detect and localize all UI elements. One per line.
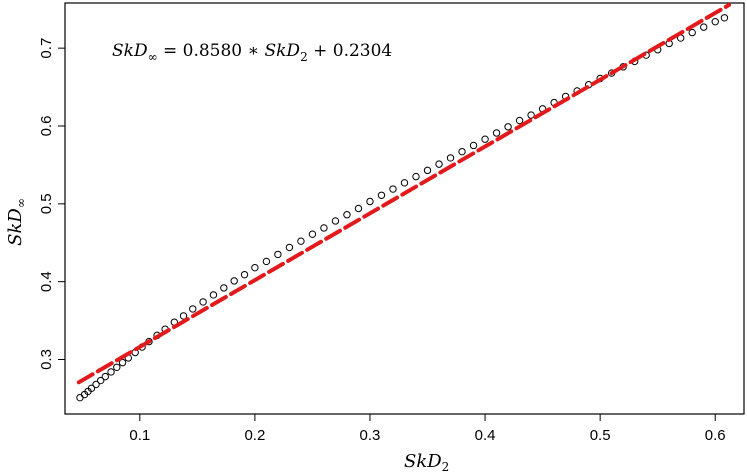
x-tick-label: 0.2 [244, 427, 265, 444]
x-tick-label: 0.6 [705, 427, 726, 444]
scatter-point [118, 358, 127, 367]
scatter-point [492, 129, 501, 137]
y-tick-label: 0.7 [38, 38, 55, 59]
scatter-point [527, 111, 535, 119]
x-tick-label: 0.4 [475, 427, 496, 444]
y-axis-title-sub: ∞ [14, 198, 28, 208]
scatter-point [251, 263, 259, 272]
scatter-point [87, 384, 96, 393]
annotation-eq: = 0.8580 ∗ [158, 41, 265, 61]
scatter-point [366, 197, 374, 206]
scatter-point [469, 141, 478, 150]
scatter-point [688, 28, 696, 37]
scatter-point [515, 116, 524, 125]
plot-frame [64, 2, 745, 415]
scatter-point [107, 368, 115, 376]
scatter-point [458, 147, 466, 156]
y-axis: 0.3 0.4 0.5 0.6 0.7 [38, 38, 65, 370]
x-axis-title-sub: 2 [442, 460, 450, 473]
scatter-point [76, 393, 84, 402]
annotation-equation: SkD∞ = 0.8580 ∗ SkD2 + 0.2304 [112, 41, 392, 64]
scatter-point [209, 291, 218, 299]
scatter-point [435, 160, 443, 168]
annotation-rhs: SkD [264, 41, 300, 61]
x-tick-label: 0.5 [590, 427, 611, 444]
scatter-point [96, 376, 105, 385]
y-tick-label: 0.5 [38, 193, 55, 214]
scatter-point [354, 204, 363, 213]
scatter-point [92, 380, 100, 389]
scatter-points [76, 14, 729, 402]
scatter-point [179, 312, 188, 320]
x-tick-label: 0.3 [360, 427, 381, 444]
annotation-lhs: SkD [112, 41, 148, 61]
scatter-point [297, 237, 305, 245]
scatter-point [700, 23, 708, 31]
scatter-point [412, 172, 420, 181]
y-tick-label: 0.4 [38, 271, 55, 292]
y-axis-title: SkD∞ [5, 198, 28, 246]
scatter-point [389, 185, 397, 193]
scatter-point [101, 372, 109, 381]
scatter-point [285, 243, 294, 252]
annotation-rhs-sub: 2 [300, 50, 308, 64]
x-axis-title-main: SkD [404, 451, 442, 472]
fit-line-group [76, 2, 732, 385]
x-axis: 0.1 0.2 0.3 0.4 0.5 0.6 [129, 414, 726, 444]
scatter-point [720, 14, 729, 22]
scatter-point [189, 305, 197, 313]
scatter-point [308, 230, 317, 238]
fit-line [76, 2, 732, 385]
scatter-point [400, 179, 409, 187]
y-axis-title-main: SkD [5, 208, 26, 246]
scatter-point [220, 284, 228, 292]
scatter-point [481, 135, 489, 143]
y-tick-label: 0.6 [38, 116, 55, 137]
scatter-point [711, 17, 719, 26]
scatter-point [240, 270, 249, 279]
annotation-lhs-sub: ∞ [148, 50, 158, 64]
scatter-point [423, 166, 432, 175]
x-axis-title: SkD2 [404, 451, 449, 473]
scatter-point [199, 298, 207, 306]
scatter-point [343, 211, 351, 219]
scatter-point [446, 154, 455, 162]
y-tick-label: 0.3 [38, 349, 55, 370]
annotation-tail: + 0.2304 [308, 41, 393, 61]
scatter-point [262, 257, 271, 266]
scatter-point [320, 224, 328, 232]
x-tick-label: 0.1 [129, 427, 150, 444]
scatter-point [230, 277, 238, 285]
scatter-point [113, 363, 121, 371]
scatter-point [377, 191, 386, 199]
scatter-point [504, 123, 512, 131]
scatter-point [274, 250, 282, 259]
scatter-point [331, 217, 340, 225]
